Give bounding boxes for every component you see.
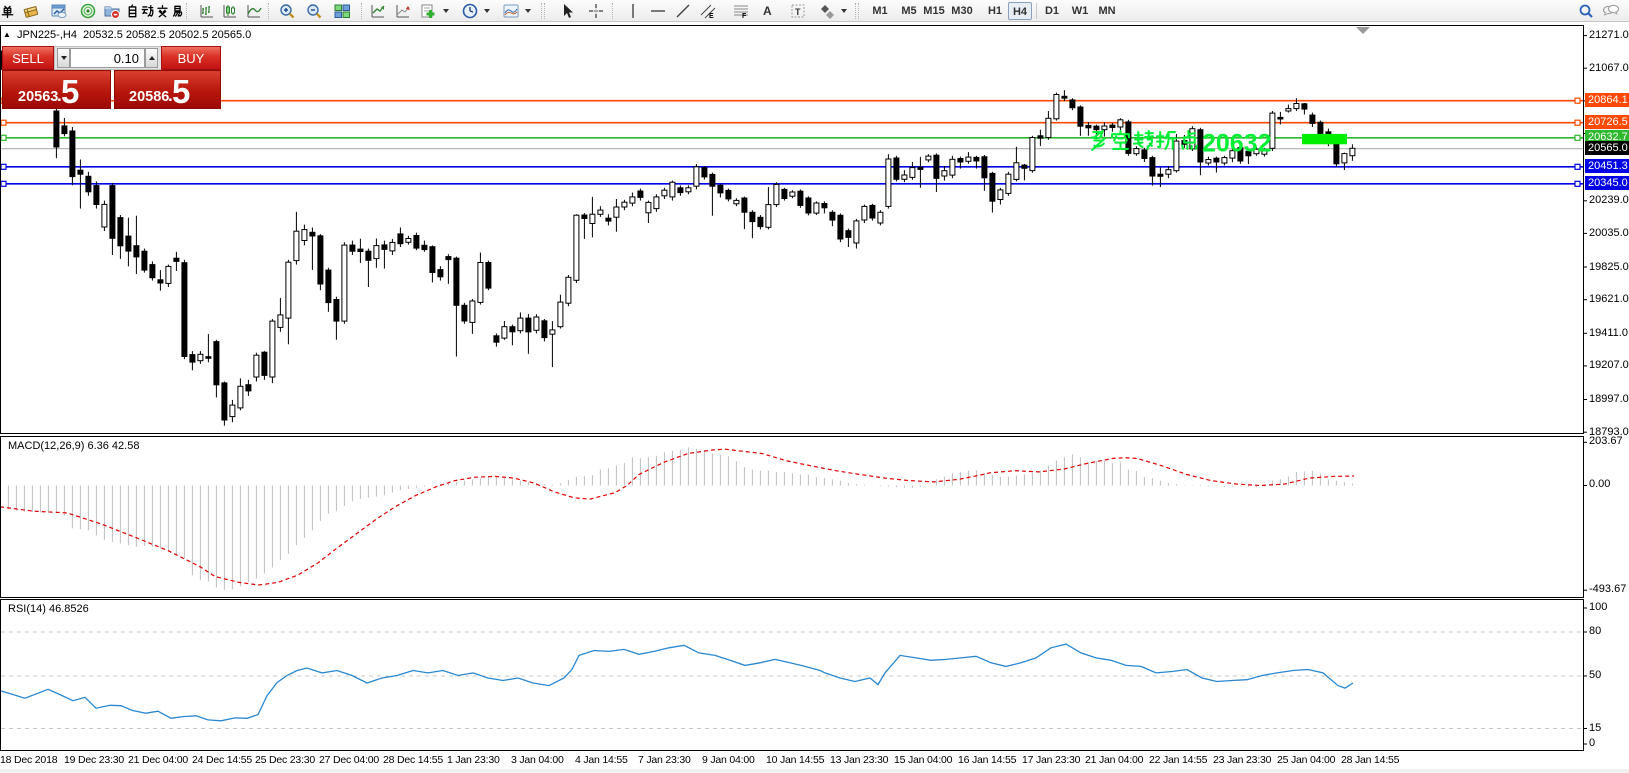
svg-text:F: F: [742, 13, 747, 20]
svg-text:E: E: [709, 13, 714, 20]
svg-text:20632: 20632: [1202, 130, 1272, 158]
svg-text:T: T: [795, 7, 801, 17]
